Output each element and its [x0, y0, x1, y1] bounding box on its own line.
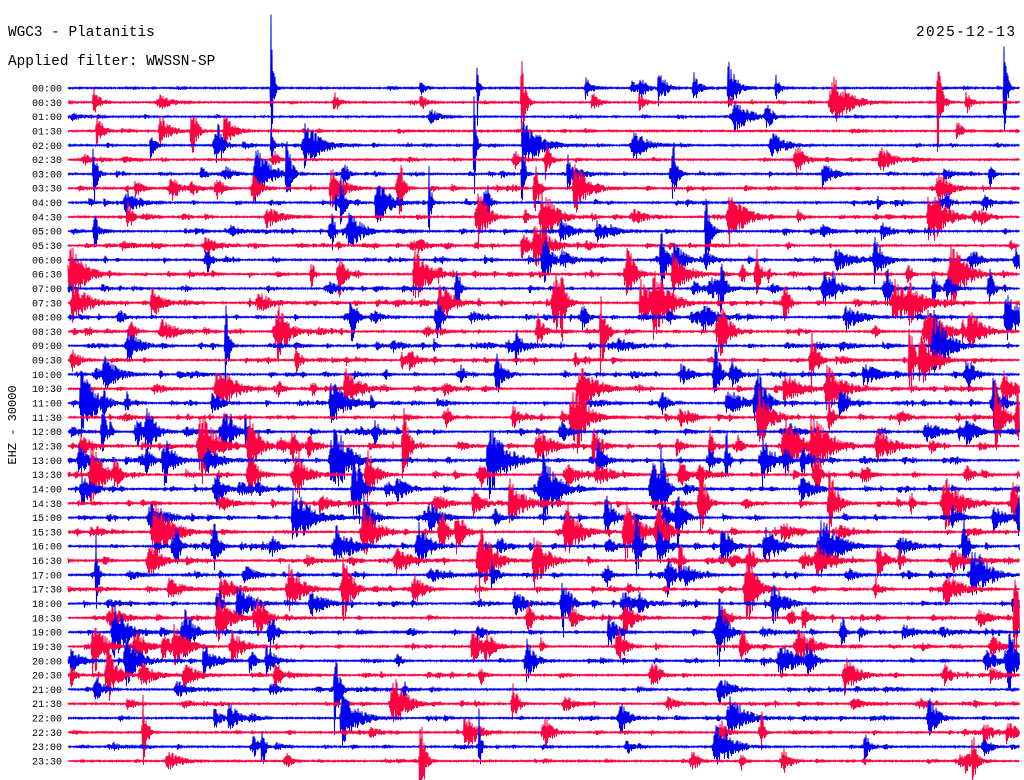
row-time-label: 16:30	[32, 557, 62, 568]
trace-04-30	[67, 189, 1020, 250]
trace-19-00	[67, 598, 1020, 667]
trace-21-00	[67, 660, 1020, 736]
trace-15-00	[67, 489, 1020, 549]
trace-14-00	[67, 446, 1020, 525]
row-time-label: 04:30	[32, 213, 62, 224]
trace-06-30	[67, 244, 1020, 302]
trace-02-30	[67, 144, 1020, 181]
trace-07-30	[67, 271, 1020, 342]
row-time-label: 14:00	[32, 485, 62, 496]
trace-14-30	[67, 467, 1020, 538]
row-time-label: 10:30	[32, 385, 62, 396]
trace-17-30	[67, 553, 1020, 622]
row-time-label: 18:30	[32, 614, 62, 625]
row-time-label: 10:00	[32, 371, 62, 382]
trace-05-30	[67, 226, 1020, 267]
row-time-label: 06:00	[32, 256, 62, 267]
trace-23-00	[67, 708, 1020, 765]
row-time-label: 11:00	[32, 400, 62, 411]
trace-09-00	[67, 305, 1020, 388]
row-time-label: 01:00	[32, 113, 62, 124]
trace-12-00	[67, 408, 1020, 457]
row-time-label: 23:00	[32, 743, 62, 754]
row-time-label: 11:30	[32, 414, 62, 425]
trace-05-00	[67, 198, 1020, 271]
trace-15-30	[67, 501, 1020, 565]
row-time-label: 00:30	[32, 99, 62, 110]
trace-01-30	[67, 115, 1020, 153]
trace-09-30	[67, 328, 1020, 394]
row-time-label: 01:30	[32, 128, 62, 139]
trace-19-30	[67, 624, 1020, 674]
trace-07-00	[67, 263, 1020, 313]
row-time-label: 22:00	[32, 715, 62, 726]
row-time-label: 12:30	[32, 443, 62, 454]
trace-03-00	[67, 141, 1020, 203]
station-title: WGC3 - Platanitis	[8, 25, 155, 41]
row-time-label: 15:30	[32, 528, 62, 539]
row-time-label: 09:30	[32, 357, 62, 368]
trace-23-30	[67, 726, 1020, 780]
row-time-label: 04:00	[32, 199, 62, 210]
trace-20-30	[67, 647, 1020, 701]
row-time-label: 02:30	[32, 156, 62, 167]
row-time-label: 06:30	[32, 271, 62, 282]
row-time-label: 20:00	[32, 657, 62, 668]
trace-12-30	[67, 407, 1020, 485]
row-time-label: 21:00	[32, 686, 62, 697]
row-time-label: 15:00	[32, 514, 62, 525]
row-time-label: 22:30	[32, 729, 62, 740]
record-date: 2025-12-13	[916, 25, 1016, 41]
row-time-label: 17:30	[32, 586, 62, 597]
row-time-label: 23:30	[32, 758, 62, 769]
trace-16-00	[67, 512, 1020, 577]
row-time-label: 19:00	[32, 629, 62, 640]
row-time-label: 07:00	[32, 285, 62, 296]
row-time-label: 19:30	[32, 643, 62, 654]
row-time-label: 08:00	[32, 314, 62, 325]
row-time-label: 03:00	[32, 170, 62, 181]
row-time-label: 00:00	[32, 85, 62, 96]
trace-20-00	[67, 630, 1020, 691]
row-time-label: 18:00	[32, 600, 62, 611]
row-time-label: 20:30	[32, 672, 62, 683]
trace-21-30	[67, 679, 1020, 723]
trace-17-00	[67, 534, 1020, 609]
row-time-label: 17:00	[32, 571, 62, 582]
row-time-label: 16:00	[32, 543, 62, 554]
trace-22-30	[67, 694, 1020, 766]
trace-01-00	[67, 101, 1020, 133]
row-time-label: 07:30	[32, 299, 62, 310]
trace-08-30	[67, 296, 1020, 376]
trace-04-00	[67, 166, 1020, 230]
row-time-label: 05:30	[32, 242, 62, 253]
trace-18-30	[67, 579, 1020, 666]
trace-00-30	[67, 60, 1020, 153]
row-time-label: 13:30	[32, 471, 62, 482]
row-time-label: 13:00	[32, 457, 62, 468]
row-time-label: 21:30	[32, 700, 62, 711]
trace-03-30	[67, 164, 1020, 215]
trace-00-00	[67, 14, 1020, 157]
row-time-label: 14:30	[32, 500, 62, 511]
row-time-label: 02:00	[32, 142, 62, 153]
trace-18-00	[67, 582, 1020, 638]
row-time-label: 09:00	[32, 342, 62, 353]
trace-10-30	[67, 364, 1020, 413]
trace-02-00	[67, 96, 1020, 194]
trace-06-00	[67, 232, 1020, 286]
trace-10-00	[67, 345, 1020, 393]
row-time-label: 03:30	[32, 185, 62, 196]
trace-22-00	[67, 695, 1020, 746]
row-time-labels: 00:00 00:30 01:00 01:30 02:00 02:30 03:00 03:30…	[32, 85, 62, 769]
row-time-label: 12:00	[32, 428, 62, 439]
row-time-label: 08:30	[32, 328, 62, 339]
seismic-traces	[67, 14, 1020, 780]
filter-label: Applied filter: WWSSN-SP	[8, 54, 215, 70]
trace-11-00	[67, 368, 1020, 437]
row-time-label: 05:00	[32, 228, 62, 239]
trace-16-30	[67, 528, 1020, 599]
y-axis-label: EHZ - 30000	[6, 385, 20, 464]
